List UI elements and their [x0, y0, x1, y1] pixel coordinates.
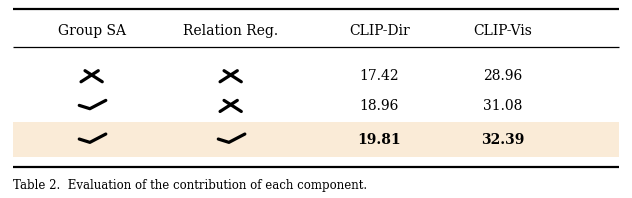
- Text: CLIP-Dir: CLIP-Dir: [349, 24, 410, 38]
- Text: 19.81: 19.81: [357, 133, 401, 147]
- Bar: [13, 122, 619, 157]
- Text: 18.96: 18.96: [360, 99, 399, 113]
- Text: 17.42: 17.42: [360, 69, 399, 83]
- Text: 31.08: 31.08: [483, 99, 522, 113]
- Text: 28.96: 28.96: [483, 69, 522, 83]
- Text: Relation Reg.: Relation Reg.: [183, 24, 278, 38]
- Text: 32.39: 32.39: [481, 133, 524, 147]
- Text: CLIP-Vis: CLIP-Vis: [473, 24, 532, 38]
- Text: Table 2.  Evaluation of the contribution of each component.: Table 2. Evaluation of the contribution …: [13, 179, 367, 192]
- Text: Group SA: Group SA: [58, 24, 126, 38]
